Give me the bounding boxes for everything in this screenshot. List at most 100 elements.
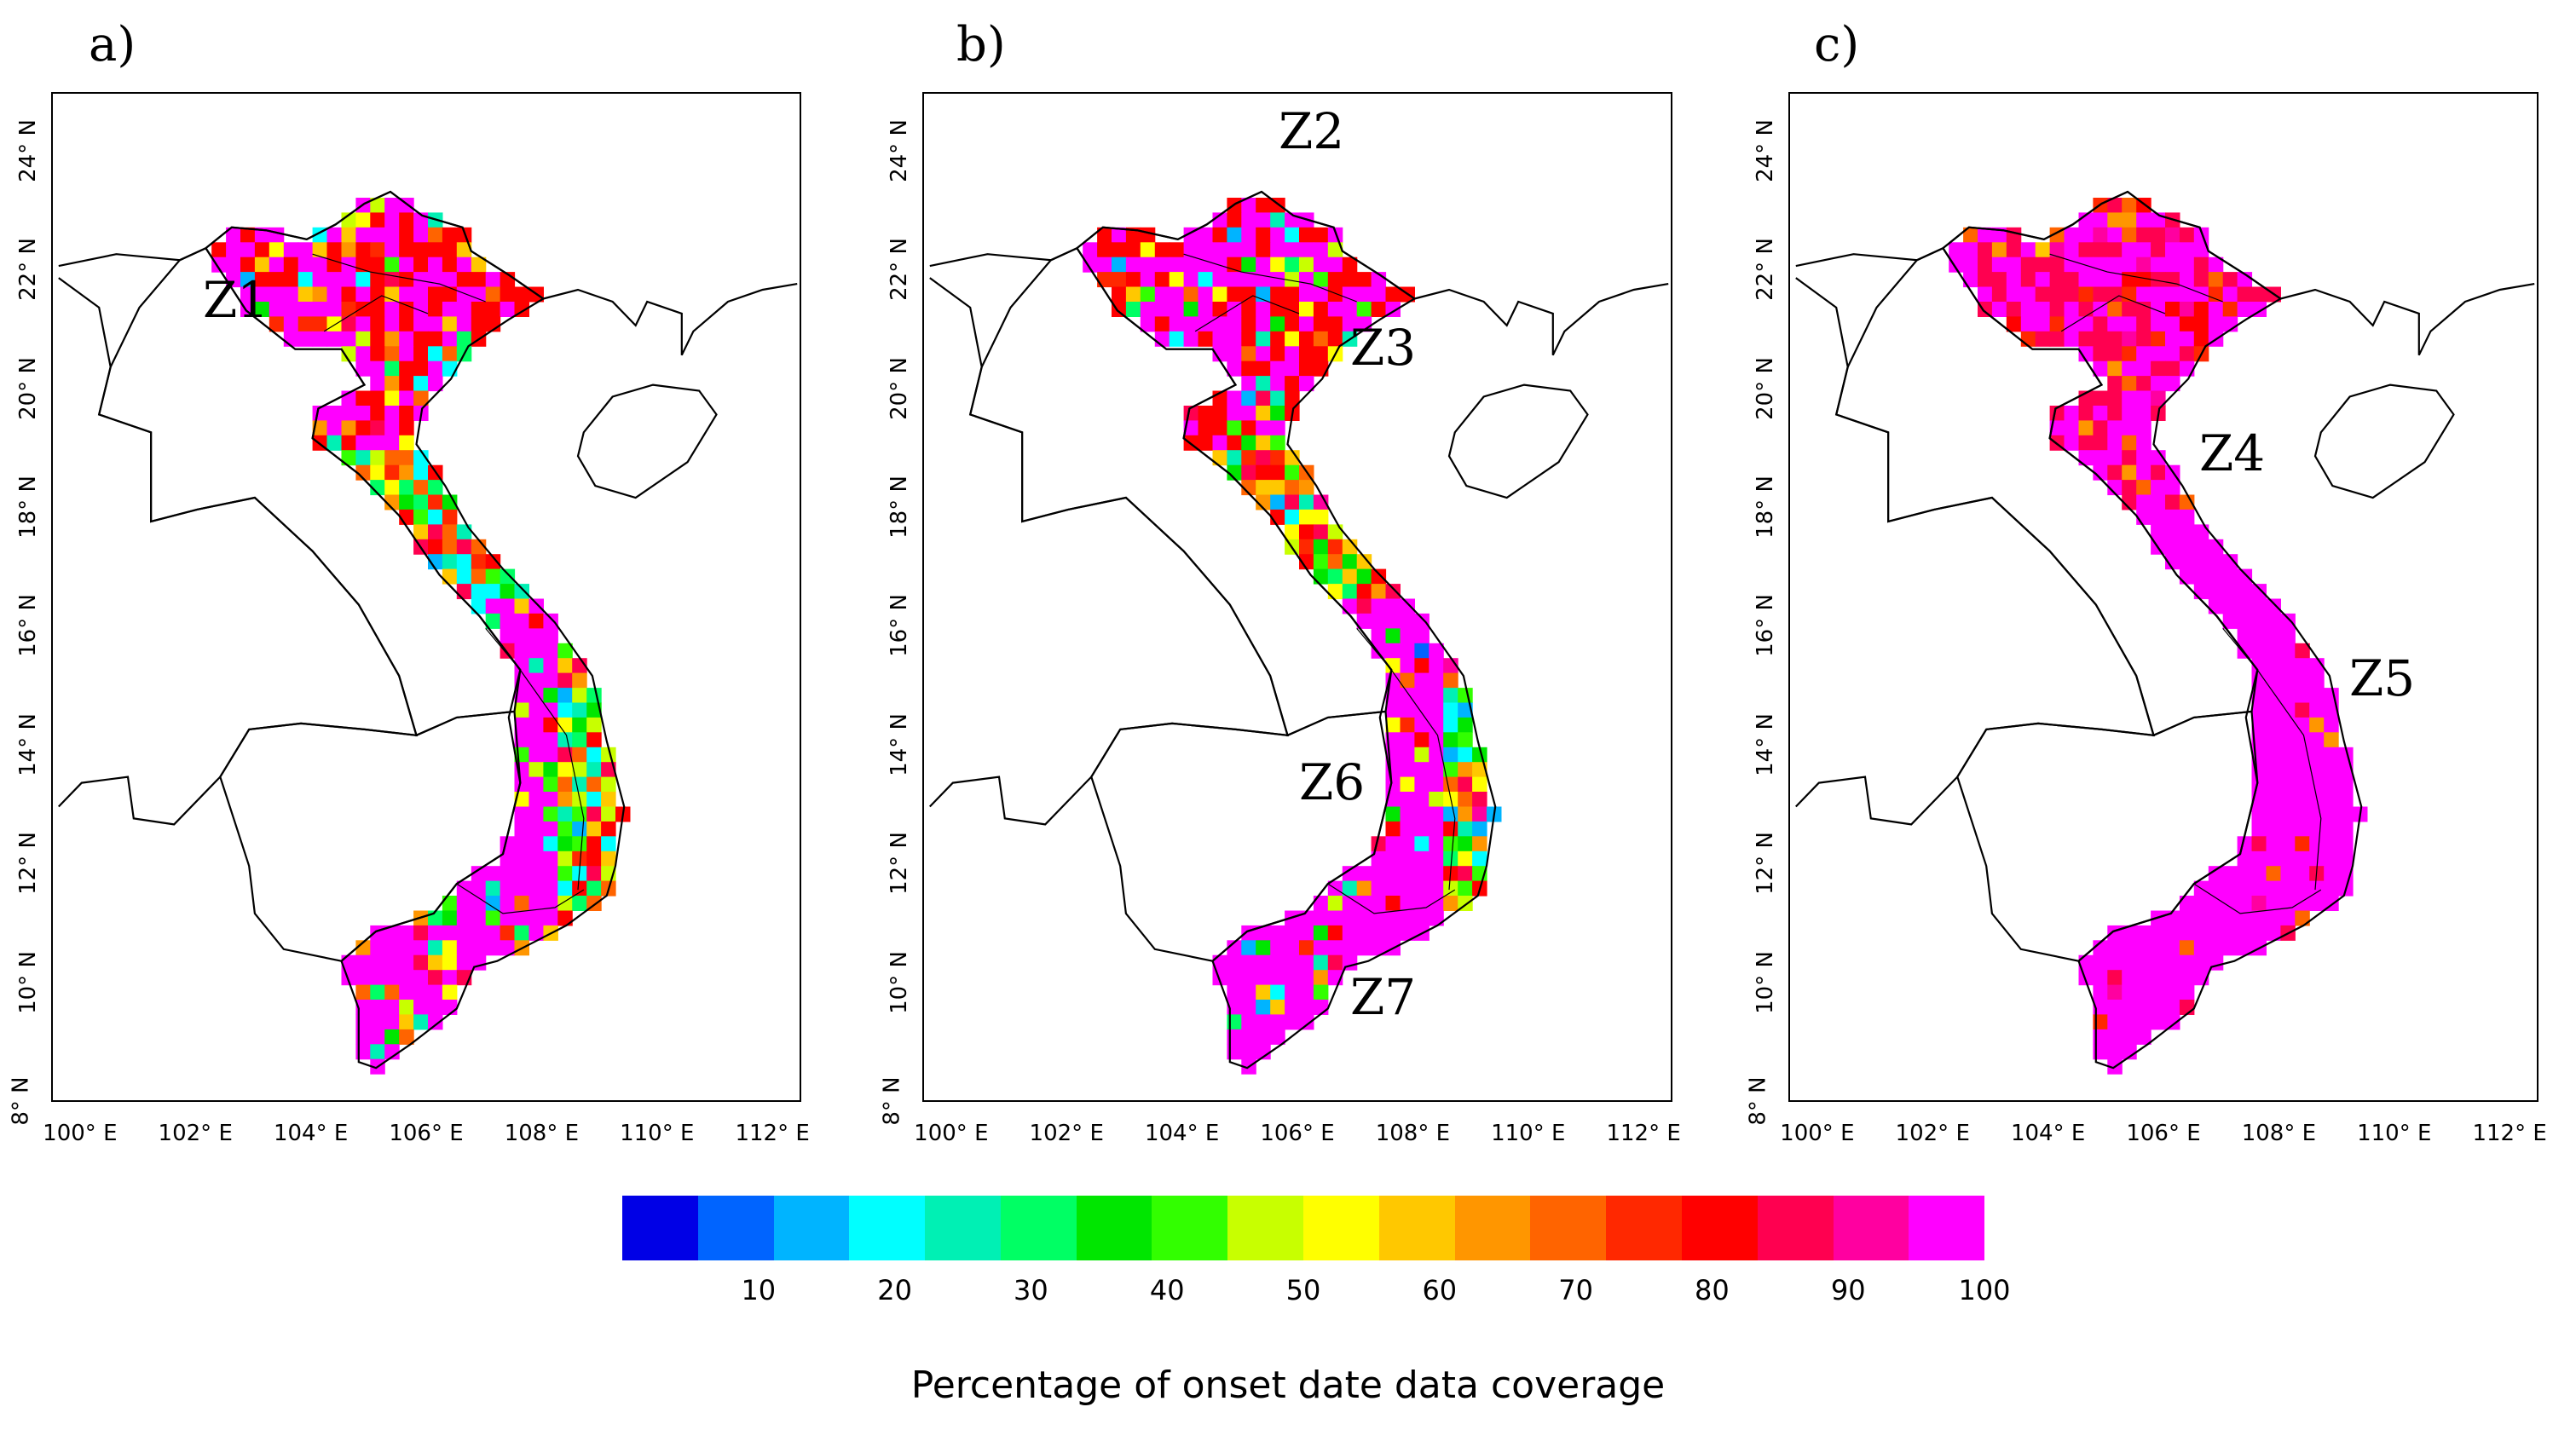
- coverage-cell: [384, 450, 400, 466]
- coverage-cell: [485, 554, 501, 570]
- coverage-cell: [254, 286, 270, 303]
- coverage-cell: [254, 272, 270, 288]
- coverage-cell: [428, 524, 443, 540]
- coverage-cell: [1227, 450, 1242, 466]
- coverage-cell: [2179, 257, 2195, 273]
- coverage-cell: [428, 984, 443, 1000]
- coverage-cell: [1256, 198, 1271, 213]
- coverage-cell: [370, 1000, 385, 1015]
- colorbar-tick-label: 60: [1422, 1274, 1458, 1306]
- coverage-cell: [2165, 257, 2180, 273]
- coverage-cell: [1299, 910, 1314, 926]
- coverage-cell: [1949, 257, 1964, 273]
- coverage-cell: [1327, 302, 1343, 317]
- zone-label-z7: Z7: [1350, 968, 1417, 1026]
- coverage-cell: [2338, 836, 2354, 852]
- coverage-cell: [1256, 242, 1271, 258]
- coverage-cell: [370, 227, 385, 243]
- coverage-cell: [312, 272, 328, 288]
- coverage-cell: [370, 316, 385, 332]
- coverage-cell: [2107, 286, 2123, 303]
- coverage-cell: [1256, 940, 1271, 956]
- coverage-cell: [1097, 242, 1112, 258]
- coverage-cell: [1443, 806, 1458, 822]
- coverage-cell: [586, 732, 602, 748]
- coverage-cell: [2179, 1000, 2195, 1015]
- coverage-cell: [2107, 450, 2123, 466]
- coverage-cell: [2078, 302, 2094, 317]
- coverage-cell: [442, 940, 458, 956]
- coverage-cell: [355, 242, 371, 258]
- coverage-cell: [1270, 494, 1285, 510]
- colorbar: [622, 1196, 1985, 1260]
- coverage-cell: [2251, 717, 2267, 733]
- coverage-cell: [471, 316, 487, 332]
- coverage-cell: [1169, 302, 1185, 317]
- coverage-cell: [1342, 598, 1358, 614]
- lon-tick-label: 112° E: [735, 1121, 810, 1146]
- coverage-cell: [413, 450, 429, 466]
- coverage-cell: [528, 672, 544, 689]
- coverage-cell: [2151, 1000, 2166, 1015]
- coverage-cell: [2338, 762, 2354, 778]
- coverage-cell: [442, 554, 458, 570]
- lat-tick-label: 14° N: [1752, 712, 1778, 776]
- coverage-cell: [428, 1014, 443, 1030]
- coverage-cell: [2222, 925, 2238, 941]
- coverage-cell: [442, 227, 458, 243]
- coverage-cell: [601, 836, 616, 852]
- coverage-cell: [2122, 940, 2137, 956]
- coverage-cell: [2122, 925, 2137, 941]
- coverage-cell: [1097, 272, 1112, 288]
- coverage-cell: [2020, 316, 2036, 332]
- coverage-cell: [413, 1000, 429, 1015]
- coverage-cell: [2165, 316, 2180, 332]
- coverage-cell: [2093, 450, 2108, 466]
- coverage-cell: [1429, 792, 1444, 807]
- coverage-cell: [471, 866, 487, 882]
- coverage-cell: [1256, 316, 1271, 332]
- coverage-cell: [586, 776, 602, 793]
- coverage-cell: [528, 866, 544, 882]
- coverage-cell: [601, 821, 616, 837]
- coverage-cell: [442, 286, 458, 303]
- coverage-cell: [1371, 880, 1387, 897]
- coverage-cell: [1256, 1029, 1271, 1045]
- coverage-cell: [2237, 910, 2253, 926]
- coverage-cell: [1212, 227, 1227, 243]
- coverage-cell: [1313, 302, 1329, 317]
- coverage-cell: [341, 272, 356, 288]
- coverage-cell: [500, 925, 516, 941]
- coverage-cell: [2266, 896, 2281, 911]
- coverage-cell: [1385, 836, 1401, 852]
- coverage-cell: [2251, 613, 2267, 629]
- coverage-cell: [2193, 910, 2209, 926]
- coverage-cell: [240, 227, 256, 243]
- coverage-cell: [2237, 925, 2253, 941]
- coverage-cell: [2280, 776, 2296, 793]
- coverage-cell: [2280, 747, 2296, 763]
- map-svg: [929, 190, 1669, 1075]
- coverage-cell: [413, 316, 429, 332]
- coverage-cell: [1299, 1014, 1314, 1030]
- lat-tick-label: 20° N: [1752, 356, 1778, 420]
- coverage-cell: [1429, 821, 1444, 837]
- coverage-cell: [572, 806, 587, 822]
- coverage-cell: [1285, 984, 1300, 1000]
- coverage-cell: [1198, 316, 1213, 332]
- coverage-cell: [341, 316, 356, 332]
- coverage-cell: [1429, 643, 1444, 659]
- coverage-cell: [2208, 302, 2224, 317]
- coverage-cell: [2122, 1029, 2137, 1045]
- coverage-cell: [1443, 851, 1458, 867]
- coverage-cell: [2136, 346, 2151, 362]
- coverage-cell: [601, 776, 616, 793]
- coverage-cell: [283, 286, 299, 303]
- zone-boundary: [2222, 628, 2322, 891]
- coverage-cell: [1313, 346, 1329, 362]
- coverage-cell: [2151, 954, 2166, 971]
- coverage-cell: [2208, 554, 2224, 570]
- coverage-cell: [2266, 658, 2281, 674]
- coverage-cell: [2295, 672, 2310, 689]
- coverage-cell: [1112, 227, 1127, 243]
